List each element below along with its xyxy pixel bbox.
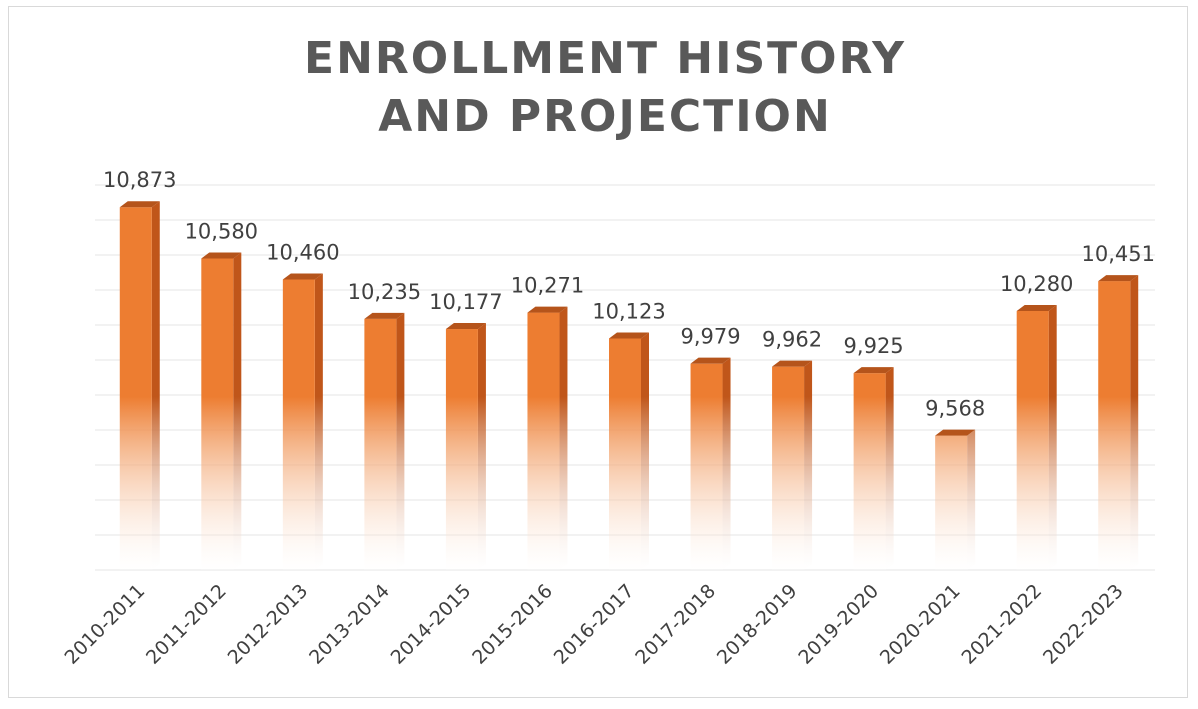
bar-side bbox=[314, 273, 323, 570]
bar-front bbox=[201, 258, 234, 570]
bar-front bbox=[364, 318, 397, 570]
bar-top bbox=[445, 323, 486, 330]
bar-front bbox=[445, 329, 478, 570]
bar-top bbox=[364, 312, 405, 319]
bar-top bbox=[119, 201, 160, 208]
bar-side bbox=[1048, 305, 1057, 570]
bar-front bbox=[609, 338, 641, 570]
x-tick-label: 2016-2017 bbox=[550, 580, 639, 669]
bar-front bbox=[690, 363, 723, 570]
bar bbox=[201, 252, 242, 570]
x-tick-label: 2013-2014 bbox=[305, 580, 394, 669]
chart-frame bbox=[8, 6, 1188, 698]
bar bbox=[935, 429, 976, 570]
data-label: 10,460 bbox=[266, 241, 339, 265]
bar bbox=[364, 312, 405, 570]
bar-top bbox=[1016, 305, 1057, 311]
bar-top bbox=[282, 273, 323, 280]
bar-front bbox=[119, 207, 152, 570]
data-label: 9,979 bbox=[680, 325, 740, 349]
chart-title: ENROLLMENT HISTORY AND PROJECTION bbox=[304, 33, 906, 142]
x-tick-label: 2021-2022 bbox=[957, 580, 1046, 669]
x-tick-label: 2012-2013 bbox=[224, 580, 313, 669]
bar-side bbox=[151, 201, 160, 570]
bar-side bbox=[477, 323, 486, 570]
bar-side bbox=[885, 367, 894, 570]
x-tick-label: 2010-2011 bbox=[61, 580, 150, 669]
bar bbox=[853, 367, 894, 570]
bar bbox=[1016, 305, 1057, 570]
x-tick-label: 2011-2012 bbox=[142, 580, 231, 669]
bar bbox=[772, 360, 813, 570]
x-tick-label: 2017-2018 bbox=[631, 580, 720, 669]
bar bbox=[609, 332, 649, 570]
bar-side bbox=[233, 252, 242, 570]
bar-top bbox=[609, 332, 649, 339]
data-label: 9,962 bbox=[762, 328, 822, 352]
bar-side bbox=[1130, 275, 1139, 570]
data-label: 10,580 bbox=[185, 220, 258, 244]
bar-front bbox=[282, 279, 315, 570]
bar-top bbox=[690, 357, 731, 364]
x-tick-label: 2014-2015 bbox=[387, 580, 476, 669]
bar-front bbox=[527, 312, 560, 570]
bar-top bbox=[1098, 275, 1139, 282]
data-label: 10,123 bbox=[592, 299, 665, 323]
bar-side bbox=[559, 306, 568, 570]
bar-side bbox=[967, 429, 976, 570]
bar-side bbox=[722, 357, 731, 570]
data-label: 10,451 bbox=[1081, 242, 1154, 266]
bar bbox=[119, 201, 160, 570]
bar-front bbox=[1098, 281, 1131, 570]
x-tick-label: 2015-2016 bbox=[468, 580, 557, 669]
bar-top bbox=[935, 429, 976, 436]
bar bbox=[1098, 275, 1139, 570]
bar bbox=[527, 306, 568, 570]
data-label: 10,873 bbox=[103, 168, 176, 192]
data-label: 9,925 bbox=[844, 334, 904, 358]
data-label: 10,177 bbox=[429, 290, 502, 314]
bar bbox=[282, 273, 323, 570]
bar bbox=[445, 323, 486, 570]
bar-side bbox=[804, 360, 813, 570]
data-label: 10,280 bbox=[1000, 272, 1073, 296]
bar-top bbox=[201, 252, 242, 259]
bar-top bbox=[853, 367, 894, 374]
x-tick-label: 2019-2020 bbox=[794, 580, 883, 669]
data-label: 10,235 bbox=[348, 280, 421, 304]
bar-side bbox=[396, 312, 405, 570]
x-tick-label: 2018-2019 bbox=[713, 580, 802, 669]
x-tick-label: 2020-2021 bbox=[876, 580, 965, 669]
bar-side bbox=[641, 332, 649, 570]
bar-top bbox=[772, 360, 813, 367]
bar-top bbox=[527, 306, 568, 313]
bar-front bbox=[935, 435, 968, 570]
bar-front bbox=[1016, 311, 1049, 570]
bar-front bbox=[853, 373, 886, 570]
bar bbox=[690, 357, 731, 570]
data-label: 10,271 bbox=[511, 274, 584, 298]
data-label: 9,568 bbox=[925, 397, 985, 421]
bar-front bbox=[772, 366, 805, 570]
x-tick-label: 2022-2023 bbox=[1039, 580, 1128, 669]
